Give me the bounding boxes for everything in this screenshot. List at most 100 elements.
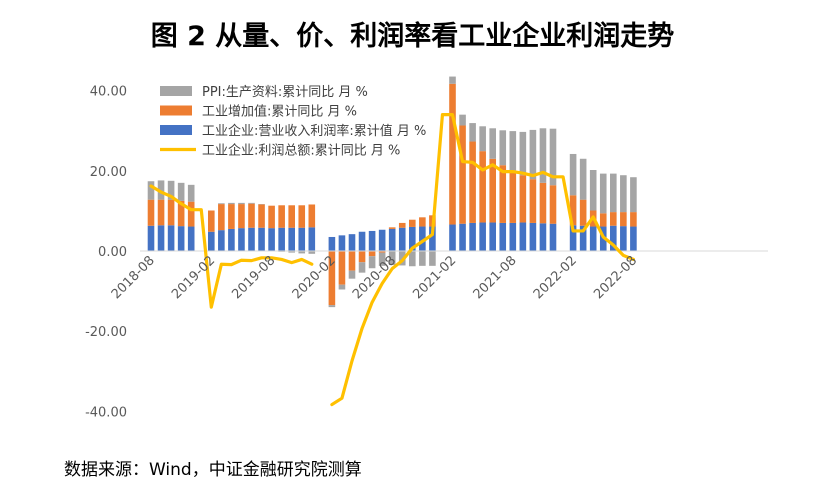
bar-segment [499,222,507,251]
bar-segment [449,76,456,84]
bar-segment [489,222,496,251]
bar-segment [338,284,346,290]
bar-segment [569,225,577,251]
bar-segment [429,251,436,266]
x-tick-label: 2022-02 [531,253,580,302]
bar-segment [449,83,456,225]
bar-segment [218,230,225,251]
bar-segment [519,222,527,251]
legend-label: PPI:生产资料:累计同比 月 % [202,85,368,100]
bar-segment [248,203,255,228]
bar-segment [228,202,235,205]
bar-segment [348,270,356,279]
bar-segment [288,205,295,228]
bar-segment [298,251,306,254]
bar-segment [539,182,547,224]
bar-segment [620,212,627,227]
bar-segment [459,125,466,224]
legend-label: 工业增加值:累计同比 月 % [202,104,357,120]
legend-swatch [160,105,192,116]
source-note: 数据来源：Wind，中证金融研究院测算 [64,460,362,480]
x-tick-label: 2022-08 [591,253,640,302]
bar-segment [479,126,486,152]
bar-segment [459,114,466,126]
bars-layer [147,76,637,308]
bar-segment [610,212,617,226]
bar-segment [519,175,527,223]
bar-segment [167,180,175,200]
bar-segment [378,251,386,253]
bar-segment [298,205,306,228]
bar-segment [529,222,537,251]
bar-segment [268,205,275,229]
bar-segment [308,204,316,228]
bar-segment [579,158,587,200]
bar-segment [258,227,265,251]
bar-segment [368,230,376,251]
bar-segment [419,217,426,227]
y-tick-label: 40.00 [90,85,127,100]
bar-segment [258,204,265,228]
bar-segment [368,251,376,257]
x-tick-label: 2018-08 [109,253,158,302]
legend-label: 工业企业:利润总额:累计同比 月 % [202,143,400,159]
bar-segment [429,226,436,251]
legend-swatch [160,86,192,96]
bar-segment [509,170,517,223]
bar-segment [228,204,235,229]
bar-segment [388,251,396,266]
bar-segment [177,226,185,251]
bar-segment [599,173,607,214]
bar-segment [489,128,496,159]
bar-segment [630,212,637,227]
y-axis: 40.00 20.00 0.00 -20.00 -40.00 [85,85,127,421]
bar-segment [368,256,376,269]
bar-segment [549,128,557,186]
bar-segment [549,185,557,224]
y-tick-label: -40.00 [85,405,127,420]
bar-segment [187,201,195,227]
y-tick-label: 20.00 [90,165,127,180]
bar-segment [338,251,346,285]
bar-segment [499,165,507,223]
bar-segment [620,175,627,213]
bar-segment [459,223,466,251]
bar-segment [348,234,356,251]
bar-segment [228,228,235,251]
bar-segment [358,231,366,251]
bar-segment [469,141,476,223]
bar-segment [238,228,245,251]
bar-segment [157,225,165,251]
bar-segment [569,195,577,226]
bar-segment [419,251,426,266]
bar-segment [147,199,155,226]
legend: PPI:生产资料:累计同比 月 % 工业增加值:累计同比 月 % 工业企业:营业收入… [160,85,426,159]
chart-title: 图 2 从量、价、利润率看工业企业利润走势 [150,21,675,52]
bar-segment [157,199,165,226]
bar-segment [328,305,336,308]
bar-segment [328,251,336,306]
bar-segment [539,128,547,183]
bar-segment [519,131,527,176]
bar-segment [358,251,366,263]
bar-segment [398,222,406,228]
bar-segment [238,202,245,205]
bar-segment [479,151,486,223]
bar-segment [328,236,336,252]
legend-label: 工业企业:营业收入利润率:累计值 月 % [202,123,426,139]
bar-segment [177,182,185,201]
bar-segment [187,184,195,202]
bar-segment [409,251,416,267]
bar-segment [579,225,587,251]
y-tick-label: 0.00 [98,245,127,260]
bar-segment [569,153,577,196]
bar-segment [529,179,537,223]
bar-segment [378,252,386,266]
bar-segment [529,129,537,180]
bar-segment [288,251,295,253]
bar-segment [248,227,255,251]
bar-segment [549,223,557,251]
bar-segment [167,225,175,251]
bar-segment [238,204,245,229]
